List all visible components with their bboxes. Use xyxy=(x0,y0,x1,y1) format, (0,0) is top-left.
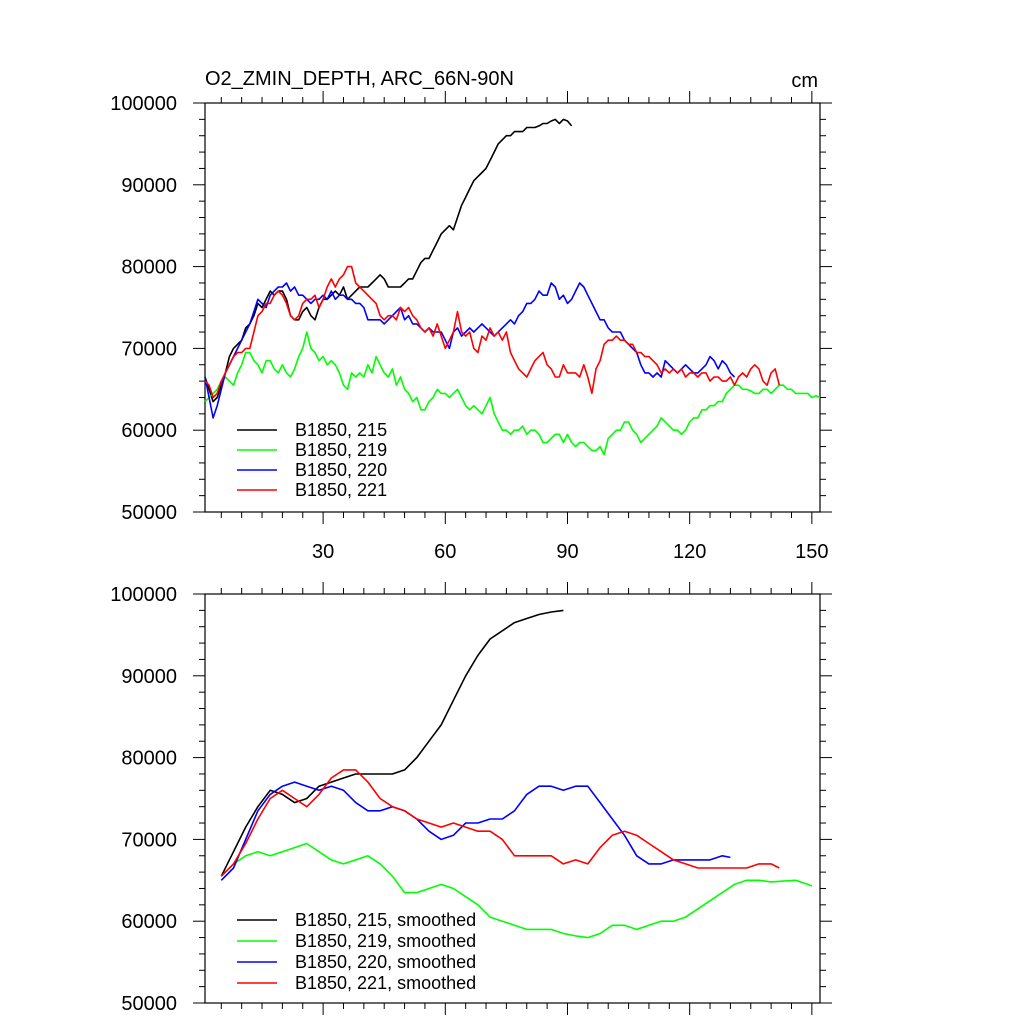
chart-title: O2_ZMIN_DEPTH, ARC_66N-90N xyxy=(205,68,514,90)
y-tick-label: 70000 xyxy=(121,338,177,360)
series-line-2 xyxy=(220,842,813,939)
y-tick-label: 90000 xyxy=(121,175,177,197)
series-line-4 xyxy=(204,265,781,399)
y-tick-label: 50000 xyxy=(121,502,177,524)
x-tick-label: 30 xyxy=(312,541,334,563)
legend-label-3: B1850, 220 xyxy=(295,460,387,480)
series-group xyxy=(204,118,821,456)
y-tick-label: 100000 xyxy=(110,584,177,606)
x-tick-label: 150 xyxy=(795,541,828,563)
chart-panel-1: 50000 60000 70000 80000 90000 100000 30 60 90 120… xyxy=(110,68,832,563)
y-tick-label: 50000 xyxy=(121,993,177,1015)
chart-panel-2: 50000 60000 70000 80000 90000 100000 B1850, 21… xyxy=(110,582,832,1015)
series-line-2 xyxy=(204,331,821,456)
plot-frame xyxy=(204,102,821,513)
x-tick-label: 90 xyxy=(556,541,578,563)
units-label: cm xyxy=(791,70,818,92)
x-tick-label: 120 xyxy=(673,541,706,563)
series-line-3 xyxy=(204,282,736,419)
series-line-1 xyxy=(204,118,573,403)
x-tick-label: 60 xyxy=(434,541,456,563)
legend-label-2: B1850, 219, smoothed xyxy=(295,931,476,951)
legend-label-2: B1850, 219 xyxy=(295,440,387,460)
y-tick-label: 80000 xyxy=(121,748,177,770)
series-line-3 xyxy=(220,781,731,881)
y-tick-label: 90000 xyxy=(121,666,177,688)
series-group xyxy=(220,609,813,939)
legend-label-4: B1850, 221, smoothed xyxy=(295,973,476,993)
y-tick-label: 100000 xyxy=(110,93,177,115)
plot-frame xyxy=(204,593,821,1004)
y-tick-label: 60000 xyxy=(121,911,177,933)
series-line-4 xyxy=(220,769,780,877)
series-line-1 xyxy=(220,609,564,877)
legend-label-3: B1850, 220, smoothed xyxy=(295,952,476,972)
legend-label-4: B1850, 221 xyxy=(295,480,387,500)
y-tick-label: 70000 xyxy=(121,829,177,851)
y-tick-label: 80000 xyxy=(121,257,177,279)
legend-label-1: B1850, 215 xyxy=(295,420,387,440)
legend-label-1: B1850, 215, smoothed xyxy=(295,910,476,930)
y-tick-label: 60000 xyxy=(121,420,177,442)
